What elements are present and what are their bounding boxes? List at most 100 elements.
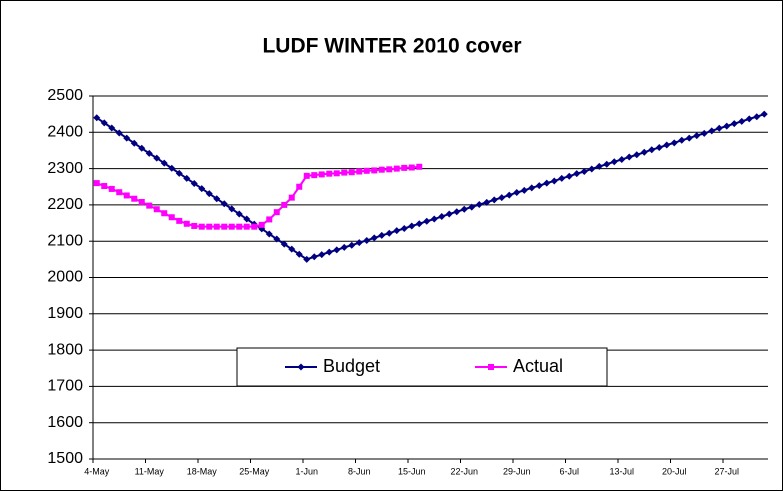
point bbox=[168, 214, 175, 221]
point bbox=[213, 223, 220, 230]
point bbox=[153, 206, 160, 213]
point bbox=[355, 239, 363, 247]
point bbox=[475, 201, 483, 209]
point bbox=[341, 169, 348, 176]
x-tick-label: 4-May bbox=[84, 466, 110, 476]
point bbox=[715, 124, 723, 132]
point bbox=[190, 179, 198, 187]
point bbox=[168, 164, 176, 172]
point bbox=[445, 210, 453, 218]
point bbox=[130, 139, 138, 147]
point bbox=[280, 240, 288, 248]
legend-marker bbox=[297, 363, 305, 371]
point bbox=[303, 255, 311, 263]
point bbox=[378, 231, 386, 239]
x-tick-label: 1-Jun bbox=[295, 466, 318, 476]
point bbox=[550, 177, 558, 185]
point bbox=[296, 183, 303, 190]
point bbox=[161, 210, 168, 217]
point bbox=[333, 170, 340, 177]
point bbox=[483, 198, 491, 206]
point bbox=[176, 217, 183, 224]
point bbox=[693, 132, 701, 140]
legend-marker bbox=[488, 364, 494, 370]
x-tick-label: 25-May bbox=[239, 466, 270, 476]
point bbox=[393, 227, 401, 235]
point bbox=[513, 189, 521, 197]
y-tick-label: 2200 bbox=[47, 196, 83, 213]
x-tick-label: 29-Jun bbox=[503, 466, 531, 476]
point bbox=[131, 195, 138, 202]
point bbox=[580, 168, 588, 176]
y-tick-label: 2400 bbox=[47, 124, 83, 141]
point bbox=[251, 223, 258, 230]
point bbox=[153, 154, 161, 162]
chart-title: LUDF WINTER 2010 cover bbox=[262, 35, 521, 58]
x-tick-label: 15-Jun bbox=[398, 466, 426, 476]
point bbox=[356, 168, 363, 175]
x-tick-label: 6-Jul bbox=[559, 466, 579, 476]
point bbox=[565, 172, 573, 180]
x-tick-label: 11-May bbox=[135, 466, 165, 476]
point bbox=[348, 241, 356, 249]
y-tick-label: 2000 bbox=[47, 269, 83, 286]
point bbox=[281, 201, 288, 208]
point bbox=[123, 192, 130, 199]
point bbox=[730, 120, 738, 128]
point bbox=[393, 165, 400, 172]
point bbox=[670, 139, 678, 147]
point bbox=[468, 203, 476, 211]
point bbox=[386, 166, 393, 173]
point bbox=[108, 185, 115, 192]
point bbox=[700, 129, 708, 137]
point bbox=[708, 127, 716, 135]
x-tick-label: 22-Jun bbox=[450, 466, 478, 476]
point bbox=[603, 160, 611, 168]
y-tick-label: 1800 bbox=[47, 341, 83, 358]
point bbox=[273, 209, 280, 216]
point bbox=[183, 174, 191, 182]
point bbox=[363, 167, 370, 174]
y-tick-label: 2100 bbox=[47, 232, 83, 249]
point bbox=[243, 215, 251, 223]
point bbox=[370, 234, 378, 242]
point bbox=[378, 166, 385, 173]
point bbox=[678, 136, 686, 144]
point bbox=[430, 215, 438, 223]
point bbox=[408, 222, 416, 230]
point bbox=[213, 195, 221, 203]
point bbox=[573, 170, 581, 178]
point bbox=[648, 146, 656, 154]
legend-label: Budget bbox=[323, 356, 380, 376]
point bbox=[625, 153, 633, 161]
x-tick-label: 8-Jun bbox=[348, 466, 371, 476]
point bbox=[415, 220, 423, 228]
point bbox=[400, 224, 408, 232]
point bbox=[123, 134, 131, 142]
point bbox=[116, 189, 123, 196]
point bbox=[363, 236, 371, 244]
point bbox=[416, 163, 423, 170]
point bbox=[348, 169, 355, 176]
point bbox=[138, 198, 145, 205]
point bbox=[235, 210, 243, 218]
point bbox=[745, 115, 753, 123]
point bbox=[401, 164, 408, 171]
y-tick-label: 2500 bbox=[47, 87, 83, 104]
x-tick-label: 20-Jul bbox=[662, 466, 687, 476]
point bbox=[198, 185, 206, 193]
point bbox=[101, 183, 108, 190]
point bbox=[460, 205, 468, 213]
point bbox=[146, 202, 153, 209]
point bbox=[273, 235, 281, 243]
point bbox=[145, 149, 153, 157]
point bbox=[93, 180, 100, 187]
point bbox=[303, 172, 310, 179]
point bbox=[655, 144, 663, 152]
point bbox=[318, 251, 326, 259]
point bbox=[108, 124, 116, 132]
point bbox=[438, 213, 446, 221]
point bbox=[318, 171, 325, 178]
